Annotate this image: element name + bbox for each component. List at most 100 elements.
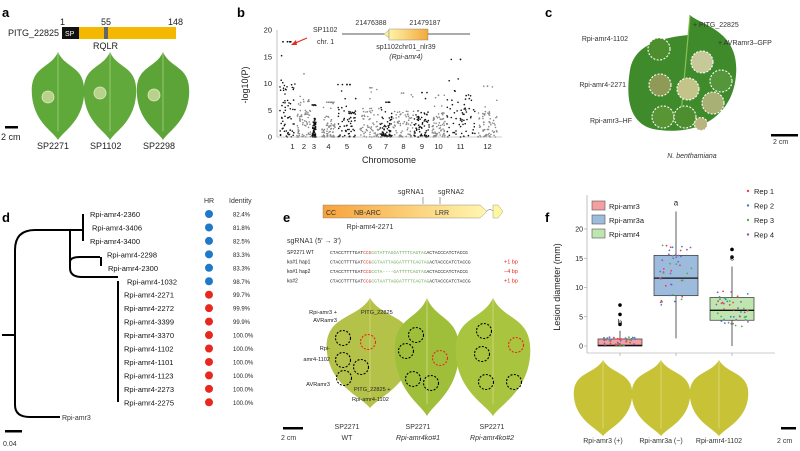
- snp-point: [370, 107, 373, 110]
- snp-point: [418, 128, 420, 131]
- infiltration-circle: [334, 329, 352, 347]
- snp-point: [287, 131, 289, 134]
- indel-note: −4 bp: [504, 269, 518, 275]
- gene-label: Rpi-amr4-2271: [347, 224, 394, 231]
- panel-c: c Rpi-amr4-1102 Rpi-amr4-2271 Rpi-amr3–H…: [545, 5, 798, 160]
- snp-point: [390, 116, 393, 119]
- snp-point: [348, 128, 350, 131]
- snp-point: [446, 99, 449, 101]
- snp-point: [363, 114, 366, 117]
- snp-point: [412, 96, 414, 98]
- scale-bar: [771, 134, 798, 137]
- snp-point: [484, 135, 486, 137]
- snp-point: [330, 118, 333, 121]
- snp-point: [329, 130, 332, 133]
- snp-point: [389, 134, 392, 136]
- jitter-point: [742, 307, 745, 310]
- snp-point: [432, 128, 435, 130]
- snp-point: [279, 109, 281, 112]
- snp-point: [383, 128, 385, 130]
- infiltration-circle: [690, 50, 714, 74]
- gene-name: sp1102chr01_nlr39: [376, 44, 436, 51]
- snp-point: [361, 115, 363, 118]
- snp-point: [281, 117, 283, 120]
- snp-point: [489, 122, 491, 124]
- seq-segment: CCG: [363, 250, 372, 256]
- x-tick-label: 6: [368, 142, 372, 151]
- snp-point: [289, 129, 292, 131]
- snp-point: [393, 121, 396, 123]
- snp-point: [396, 111, 399, 114]
- snp-point: [346, 119, 349, 121]
- snp-point: [341, 120, 344, 123]
- snp-point: [339, 125, 341, 128]
- outlier-point: [730, 255, 734, 259]
- tree-leaf-label: Rpi-amr4-1101: [124, 358, 173, 367]
- indel-note: +1 bp: [504, 279, 518, 285]
- jitter-point: [633, 336, 636, 339]
- jitter-point: [660, 299, 663, 302]
- snp-point: [332, 128, 335, 130]
- snp-point: [300, 115, 303, 118]
- identity-value: 82.5%: [233, 239, 251, 245]
- snp-point: [412, 114, 415, 116]
- snp-point: [424, 113, 426, 115]
- snp-point: [350, 120, 353, 122]
- snp-point: [390, 118, 393, 121]
- snp-point: [389, 119, 391, 122]
- snp-point: [328, 131, 330, 133]
- snp-point: [329, 101, 331, 103]
- legend-swatch: [591, 214, 606, 225]
- jitter-point: [720, 320, 723, 322]
- snp-point: [387, 125, 390, 127]
- snp-point: [488, 125, 490, 128]
- jitter-point: [746, 309, 749, 312]
- identity-value: 81.8%: [233, 226, 251, 232]
- tree-leaf-label: Rpi-amr4-3400: [90, 237, 140, 246]
- seq-segment: CTACCTTTTGAT: [330, 250, 363, 256]
- peak-point: [437, 94, 440, 97]
- infiltration-circle: [431, 349, 449, 367]
- snp-point: [284, 123, 286, 126]
- infiltration-circle: [407, 326, 425, 344]
- y-tick-label: 10: [575, 285, 583, 292]
- snp-point: [410, 117, 413, 119]
- snp-point: [372, 129, 374, 132]
- y-tick-label: 0: [268, 133, 272, 142]
- snp-point: [410, 134, 412, 137]
- snp-point: [492, 119, 495, 122]
- row-label: Rpi-amr3–HF: [590, 118, 632, 125]
- snp-point: [474, 110, 476, 113]
- seq-segment: CGTAATTAGGATTTTCAGTAG: [371, 260, 429, 266]
- identity-value: 100.0%: [233, 360, 254, 366]
- jitter-point: [723, 308, 725, 311]
- snp-point: [440, 118, 442, 121]
- snp-point: [290, 118, 292, 120]
- snp-point: [423, 125, 426, 127]
- snp-point: [380, 109, 383, 111]
- sequence: CTACCTTTTGATCCGCGTATTAGGATTTTCAGTAGACTAC…: [330, 250, 468, 256]
- snp-point: [307, 100, 309, 103]
- snp-point: [453, 112, 456, 114]
- snp-point: [326, 133, 329, 135]
- snp-point: [467, 94, 470, 96]
- jitter-point: [729, 315, 732, 318]
- snp-point: [323, 118, 325, 121]
- jitter-point: [746, 293, 749, 295]
- seq-segment: CCG: [363, 279, 372, 285]
- significance-letter: b: [618, 318, 623, 327]
- snp-point: [379, 133, 381, 135]
- snp-point: [428, 126, 430, 128]
- snp-point: [477, 132, 480, 134]
- snp-point: [400, 131, 402, 134]
- jitter-point: [659, 301, 662, 304]
- jitter-point: [716, 291, 719, 294]
- snp-point: [347, 133, 350, 135]
- snp-point: [314, 125, 317, 128]
- snp-point: [326, 122, 329, 125]
- domain-nb-arc: NB-ARC: [354, 210, 381, 217]
- jitter-point: [669, 294, 671, 297]
- y-tick-label: 15: [575, 256, 583, 263]
- snp-point: [483, 114, 486, 116]
- snp-point: [347, 120, 350, 123]
